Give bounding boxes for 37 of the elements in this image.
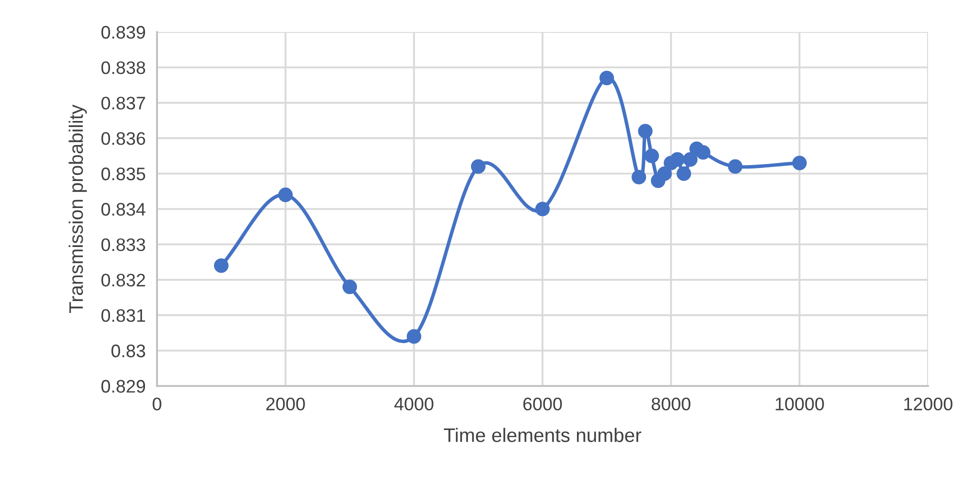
x-axis-title: Time elements number [444,428,642,442]
point [599,70,614,86]
point [696,145,710,160]
point [670,152,685,167]
x-tick-label: 0 [152,398,162,410]
point [470,159,486,174]
point [657,166,672,181]
y-tick-label: 0.831 [101,309,146,322]
point [632,170,646,184]
x-tick-label: 2000 [266,398,305,410]
point [278,188,293,202]
y-tick-label: 0.839 [101,26,146,39]
y-tick-label: 0.83 [111,344,146,358]
x-tick-label: 4000 [394,398,434,410]
x-tick-label: 8000 [652,398,690,410]
x-tick-label: 6000 [523,398,562,410]
y-axis-title: Transmission probability [68,104,87,314]
point [406,329,422,344]
y-tick-label: 0.832 [101,274,145,287]
point [644,148,660,164]
point [682,152,698,167]
x-tick-label: 10000 [776,398,824,410]
y-tick-label: 0.829 [101,380,146,393]
y-tick-label: 0.838 [101,61,146,74]
y-tick-label: 0.837 [101,96,145,110]
point [676,166,692,181]
point [535,202,550,216]
point [342,280,358,294]
y-tick-label: 0.834 [101,202,146,216]
point [214,258,229,273]
y-tick-label: 0.836 [101,132,146,145]
y-tick-label: 0.833 [101,238,146,252]
point [792,156,807,170]
y-tick-label: 0.835 [101,168,146,180]
point [638,124,653,138]
point [728,159,743,174]
x-tick-label: 12000 [904,398,952,410]
